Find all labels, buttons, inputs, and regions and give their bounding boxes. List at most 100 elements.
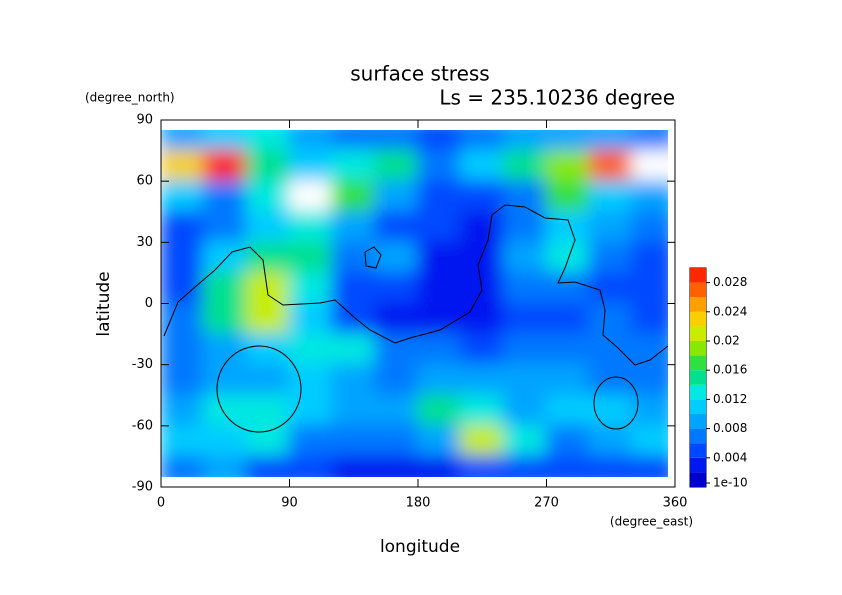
cell xyxy=(459,333,505,366)
cell xyxy=(459,241,505,274)
colorbar-tick-label: 1e-10 xyxy=(713,476,748,490)
colorbar-band xyxy=(690,341,706,356)
x-axis-label: longitude xyxy=(380,537,460,557)
cell xyxy=(545,241,591,274)
cell xyxy=(588,333,634,366)
cell xyxy=(588,241,634,274)
y-tick-label: -90 xyxy=(132,480,153,495)
cell xyxy=(459,302,505,336)
cell xyxy=(202,130,248,152)
cell xyxy=(417,271,462,305)
cell xyxy=(245,210,291,244)
cell xyxy=(161,394,205,427)
topography-contour xyxy=(163,204,669,366)
topography-contour xyxy=(216,345,302,433)
topography-contour xyxy=(364,246,382,269)
cell xyxy=(588,149,634,183)
cell xyxy=(459,424,505,458)
cell xyxy=(588,302,634,336)
colorbar-tick-label: 0.028 xyxy=(713,275,747,289)
colorbar-band xyxy=(690,326,706,341)
cell xyxy=(631,130,668,152)
y-tick-label: 30 xyxy=(136,235,153,250)
cell xyxy=(202,210,248,244)
cell xyxy=(331,271,377,305)
colorbar-tick-label: 0.012 xyxy=(713,392,747,406)
cell xyxy=(374,455,419,477)
cell xyxy=(545,149,591,183)
x-unit: (degree_east) xyxy=(610,515,693,529)
cell xyxy=(502,180,548,213)
x-tick-label: 180 xyxy=(406,496,431,511)
cell xyxy=(588,394,634,427)
cell xyxy=(331,180,377,213)
cell xyxy=(245,130,291,152)
cell xyxy=(417,394,462,427)
cell xyxy=(459,363,505,397)
cell xyxy=(374,180,419,213)
cell xyxy=(161,424,205,458)
cell xyxy=(545,455,591,477)
cell xyxy=(631,363,668,397)
cell xyxy=(417,180,462,213)
cell xyxy=(288,302,334,336)
cell xyxy=(545,210,591,244)
colorbar-band xyxy=(690,268,706,283)
cell xyxy=(374,424,419,458)
cell xyxy=(202,302,248,336)
cell xyxy=(631,149,668,183)
cell xyxy=(502,210,548,244)
y-tick-label: 90 xyxy=(136,113,153,128)
cell xyxy=(545,130,591,152)
cell xyxy=(331,302,377,336)
cell xyxy=(374,394,419,427)
cell xyxy=(374,241,419,274)
cell xyxy=(202,333,248,366)
colorbar-band xyxy=(690,384,706,400)
cell xyxy=(288,180,334,213)
cell xyxy=(631,271,668,305)
colorbar-band xyxy=(690,311,706,327)
cell xyxy=(502,302,548,336)
cell xyxy=(545,302,591,336)
cell xyxy=(631,302,668,336)
cell xyxy=(288,333,334,366)
cell xyxy=(245,333,291,366)
cell xyxy=(202,241,248,274)
cell xyxy=(161,271,205,305)
cell xyxy=(161,180,205,213)
cell xyxy=(459,210,505,244)
colorbar-tick-label: 0.016 xyxy=(713,363,747,377)
colorbar-tick-label: 0.02 xyxy=(713,334,740,348)
cell xyxy=(161,130,205,152)
cell xyxy=(502,271,548,305)
cell xyxy=(417,424,462,458)
cell xyxy=(417,333,462,366)
cell xyxy=(245,363,291,397)
cell xyxy=(202,363,248,397)
y-tick-label: -60 xyxy=(132,418,153,433)
cell xyxy=(374,271,419,305)
cell xyxy=(417,363,462,397)
cell xyxy=(631,424,668,458)
colorbar-band xyxy=(690,355,706,371)
y-unit: (degree_north) xyxy=(85,91,175,105)
field xyxy=(161,130,668,477)
cell xyxy=(631,210,668,244)
cell xyxy=(331,394,377,427)
cell xyxy=(374,363,419,397)
cell xyxy=(374,149,419,183)
cell xyxy=(245,180,291,213)
colorbar-band xyxy=(690,428,706,444)
chart-subtitle: Ls = 235.10236 degree xyxy=(439,86,675,110)
cell xyxy=(202,394,248,427)
cell xyxy=(588,455,634,477)
y-axis-label: latitude xyxy=(94,271,114,336)
cell xyxy=(161,149,205,183)
cell xyxy=(631,333,668,366)
cell xyxy=(245,241,291,274)
cell xyxy=(374,302,419,336)
cell xyxy=(459,149,505,183)
cell xyxy=(288,455,334,477)
colorbar-tick-label: 0.008 xyxy=(713,421,747,435)
